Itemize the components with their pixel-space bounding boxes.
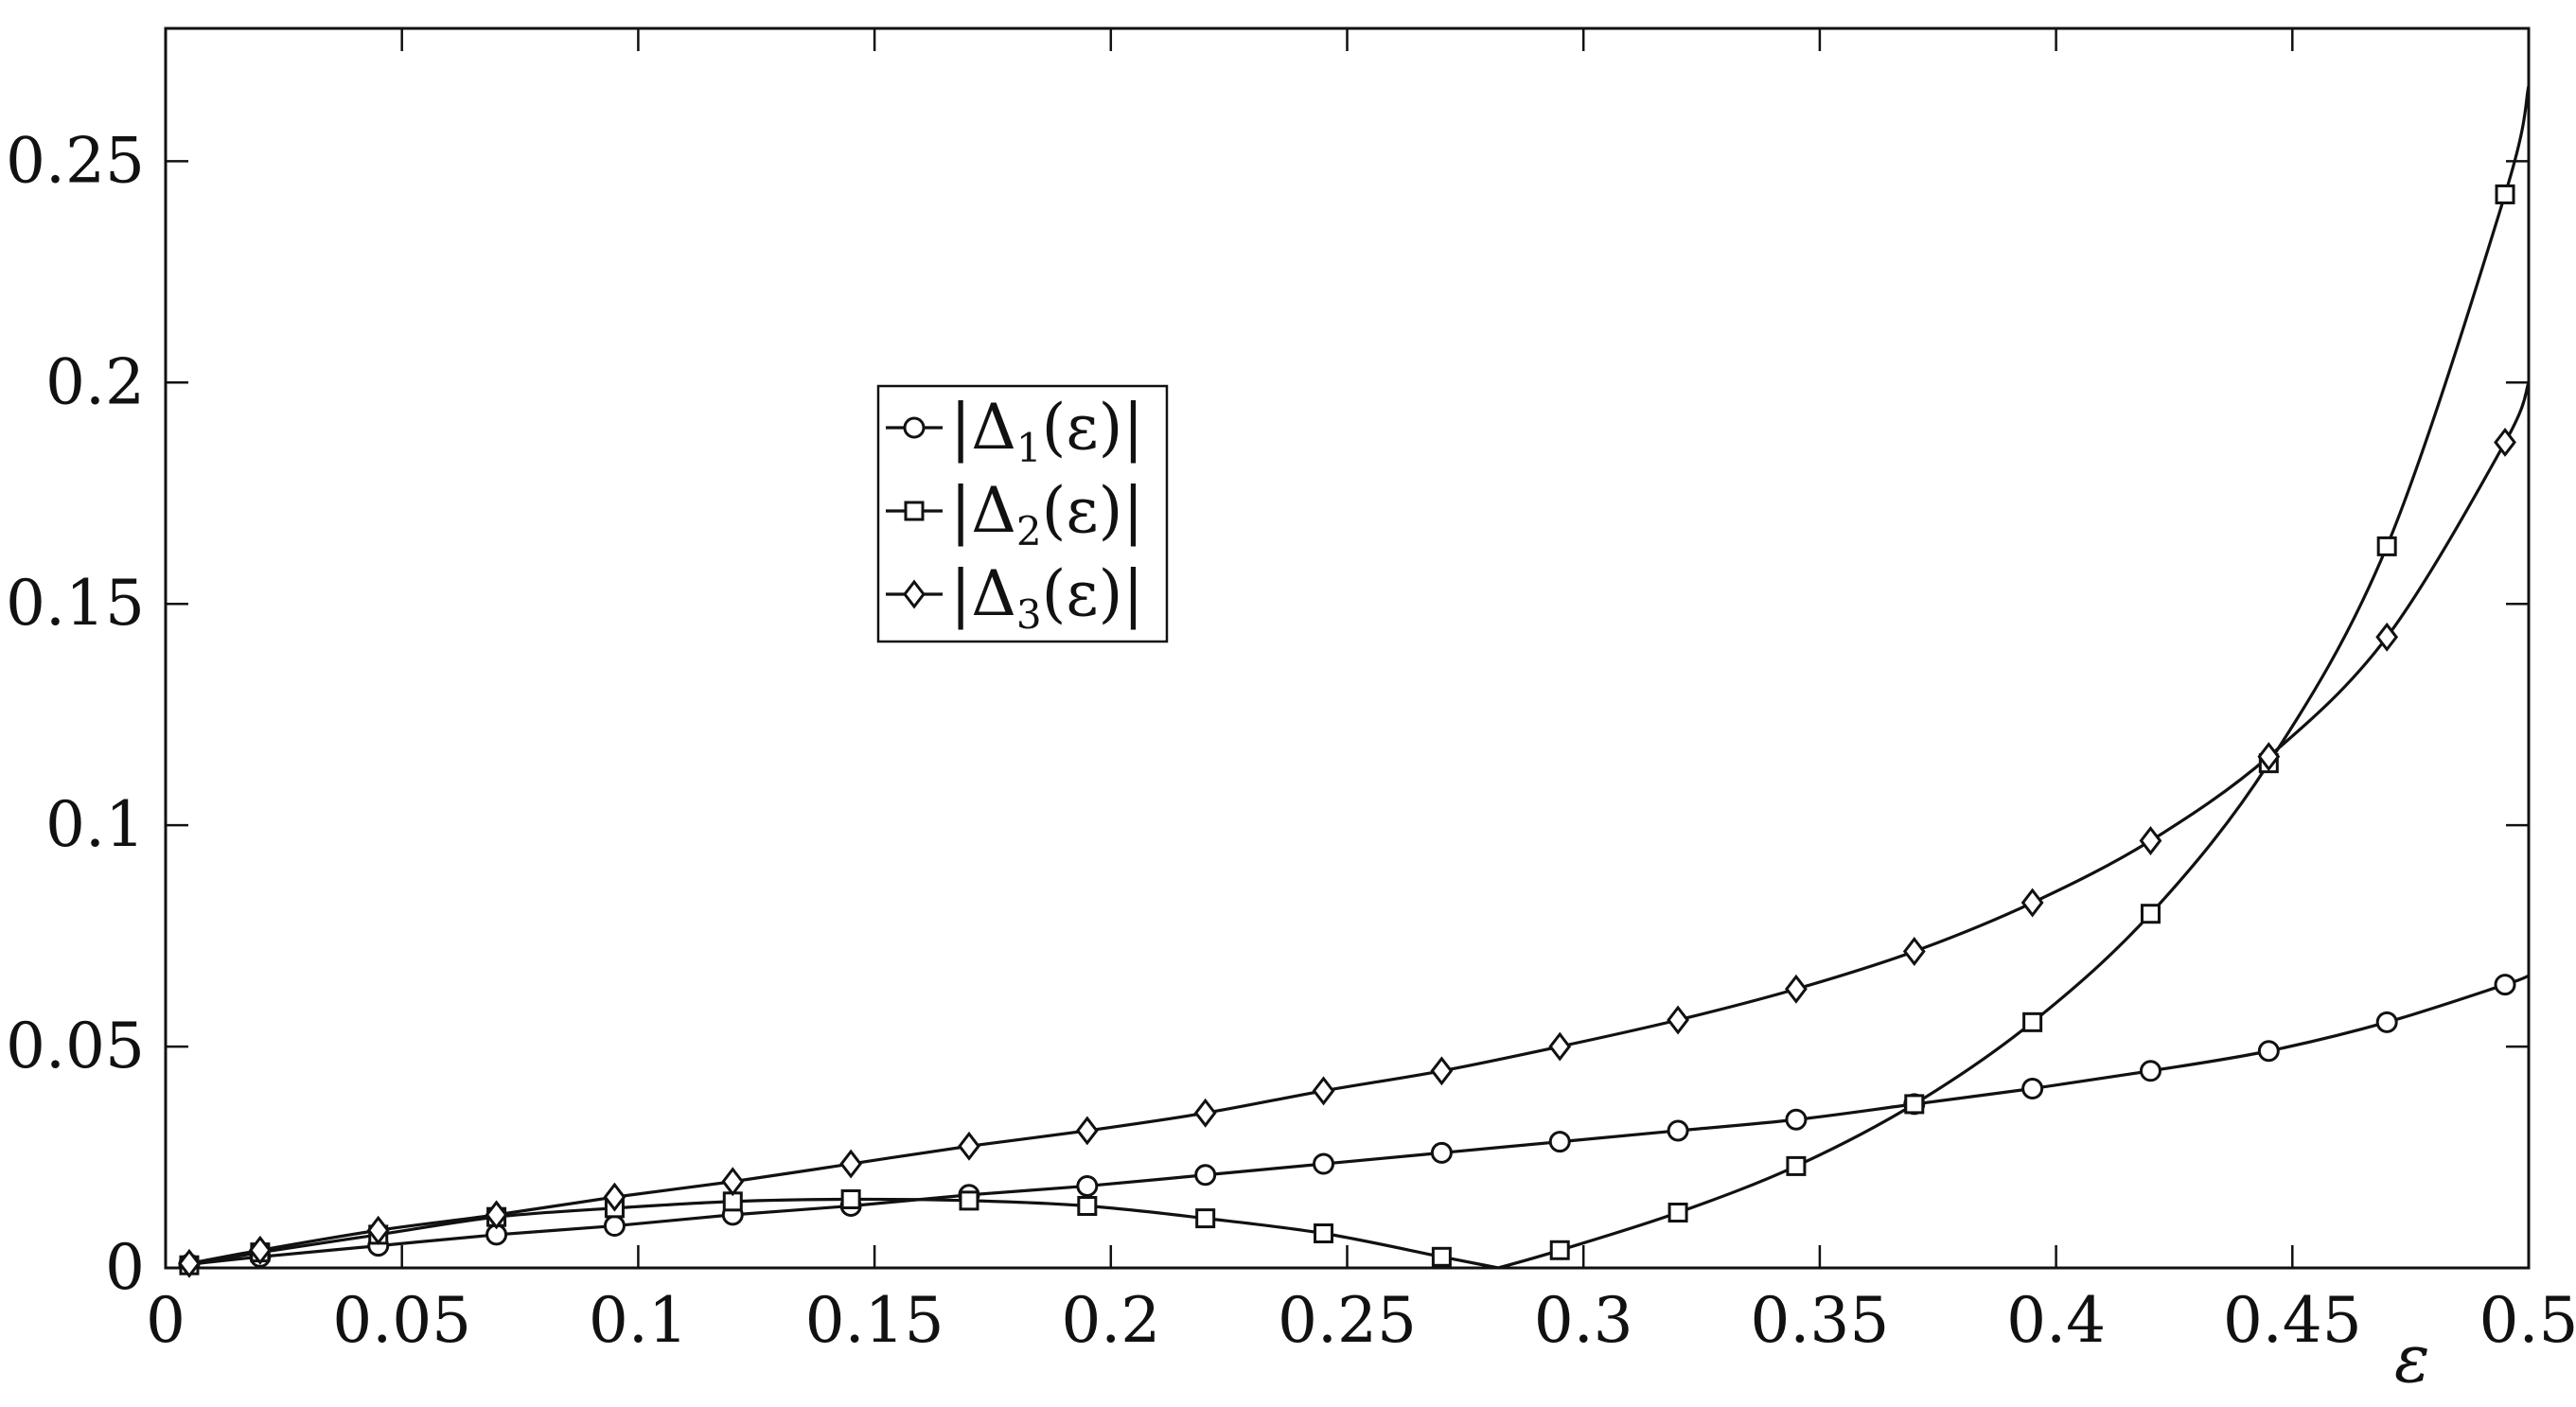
x-tick-label: 0.4 (2006, 1284, 2106, 1357)
y-tick-label: 0.15 (6, 567, 145, 640)
series-line-3 (188, 381, 2531, 1265)
data-point-series-3 (1667, 1005, 1689, 1035)
data-point-series-2 (1431, 1246, 1452, 1267)
data-point-series-1 (1785, 1108, 1808, 1131)
data-point-series-1 (2257, 1040, 2280, 1063)
data-point-series-3 (366, 1215, 390, 1245)
series-line-1 (188, 974, 2530, 1266)
x-tick-label: 0.1 (589, 1284, 688, 1357)
data-point-series-3 (485, 1200, 508, 1230)
legend-label-2: |Δ2(ε)| (950, 474, 1144, 554)
data-point-series-3 (248, 1235, 272, 1265)
data-point-series-3 (2020, 888, 2044, 918)
data-point-series-3 (1548, 1031, 1572, 1062)
data-point-series-3 (721, 1167, 745, 1197)
x-tick-label: 0.45 (2223, 1284, 2362, 1357)
x-tick-label: 0.5 (2479, 1284, 2576, 1357)
data-point-series-1 (603, 1215, 626, 1238)
x-tick-label: 0.35 (1750, 1284, 1889, 1357)
data-point-series-3 (1075, 1116, 1099, 1146)
legend-label-1: |Δ1(ε)| (950, 391, 1144, 471)
x-tick-label: 0.25 (1278, 1284, 1417, 1357)
data-point-series-3 (958, 1131, 980, 1161)
data-point-series-1 (1548, 1131, 1571, 1153)
x-tick-label: 0.05 (332, 1284, 471, 1357)
data-point-series-3 (1312, 1076, 1335, 1106)
y-tick-label: 0 (105, 1231, 145, 1304)
data-point-series-1 (2139, 1060, 2161, 1082)
y-tick-label: 0.25 (6, 124, 145, 197)
data-point-series-2 (840, 1188, 861, 1209)
data-point-series-2 (1667, 1203, 1688, 1223)
data-point-series-1 (2375, 1011, 2398, 1033)
data-point-series-3 (839, 1149, 863, 1179)
data-point-series-1 (2494, 974, 2516, 996)
x-tick-label: 0.3 (1534, 1284, 1633, 1357)
y-tick-labels: 0 0.05 0.1 0.15 0.2 0.25 (6, 124, 145, 1304)
data-point-series-2 (1904, 1094, 1925, 1115)
data-point-series-3 (603, 1182, 626, 1212)
data-point-series-2 (2376, 536, 2397, 556)
data-point-series-1 (1076, 1174, 1099, 1197)
data-point-series-3 (2257, 742, 2281, 772)
y-tick-label: 0.05 (6, 1010, 145, 1082)
y-tick-label: 0.2 (45, 345, 145, 418)
x-tick-label: 0.2 (1061, 1284, 1160, 1357)
x-tick-label: 0.15 (805, 1284, 944, 1357)
data-point-series-2 (1195, 1208, 1216, 1229)
data-point-series-3 (2375, 622, 2399, 652)
data-point-series-3 (1785, 974, 1808, 1004)
data-point-series-3 (1902, 937, 1926, 966)
data-point-series-2 (2495, 184, 2515, 204)
data-point-series-1 (1430, 1141, 1453, 1164)
plot-frame (164, 26, 2531, 1270)
legend-marker-2 (904, 501, 925, 521)
data-point-series-3 (178, 1248, 201, 1278)
x-tick-labels: 0 0.05 0.1 0.15 0.2 0.25 0.3 0.35 0.4 0.45 0.5 (146, 1284, 2576, 1357)
data-point-series-3 (2494, 427, 2516, 457)
data-point-series-1 (1313, 1152, 1335, 1175)
data-point-series-2 (1077, 1196, 1098, 1216)
data-point-series-2 (2140, 904, 2161, 924)
series-markers (178, 184, 2516, 1278)
legend: |Δ1(ε)||Δ2(ε)||Δ3(ε)| (876, 384, 1169, 643)
x-axis-label: ε (2394, 1320, 2430, 1398)
data-point-series-1 (1194, 1164, 1217, 1187)
data-point-series-3 (2139, 826, 2162, 855)
data-point-series-3 (1430, 1056, 1454, 1086)
data-point-series-2 (959, 1190, 979, 1211)
data-point-series-1 (2021, 1078, 2044, 1100)
legend-label-3: |Δ3(ε)| (950, 557, 1144, 638)
axis-ticks (166, 28, 2529, 1268)
data-point-series-2 (1314, 1223, 1334, 1244)
legend-marker-3 (903, 579, 926, 609)
y-tick-label: 0.1 (45, 788, 145, 861)
data-point-series-2 (1549, 1240, 1570, 1260)
data-point-series-1 (1667, 1119, 1689, 1142)
data-point-series-2 (2022, 1011, 2043, 1032)
data-point-series-3 (1193, 1098, 1217, 1128)
legend-marker-1 (903, 416, 926, 439)
legend-entries: |Δ1(ε)||Δ2(ε)||Δ3(ε)| (886, 391, 1144, 638)
data-point-series-2 (1786, 1155, 1807, 1176)
x-tick-label: 0 (146, 1284, 185, 1357)
